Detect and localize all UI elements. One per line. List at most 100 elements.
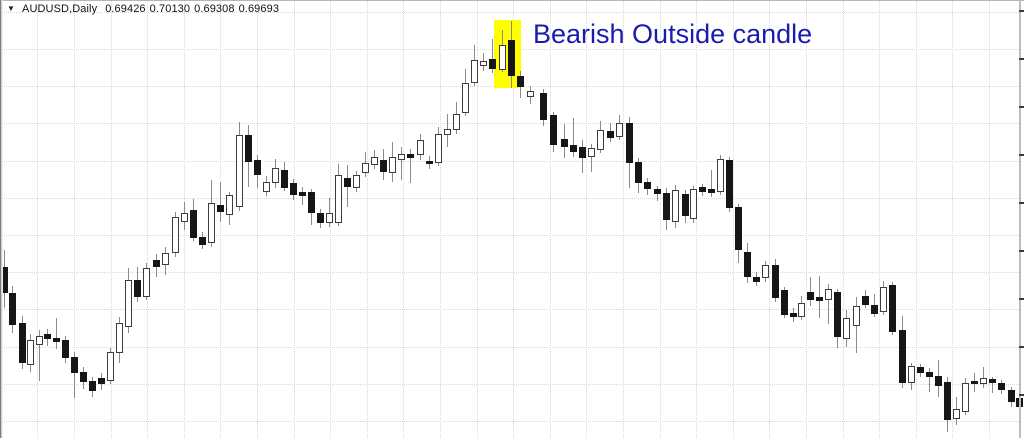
gridline-vertical — [879, 0, 881, 438]
gridline-vertical — [622, 0, 624, 438]
candle-body — [19, 323, 26, 363]
candle-body — [245, 135, 252, 162]
pattern-highlight-rect[interactable] — [494, 20, 521, 88]
candle-body — [80, 372, 87, 382]
gridline-vertical — [696, 0, 698, 438]
chart-header: ▼ AUDUSD,Daily 0.69426 0.70130 0.69308 0.6969… — [7, 3, 279, 17]
candle-body — [635, 162, 642, 183]
candle-body — [944, 382, 951, 420]
price-axis-tick — [1019, 106, 1024, 108]
candle-body — [453, 114, 460, 130]
candle-body — [579, 147, 586, 158]
candle-body — [626, 123, 633, 163]
price-axis-tick — [1019, 394, 1024, 396]
candle-body — [989, 379, 996, 383]
candle-body — [843, 318, 850, 339]
candle-wick — [983, 367, 984, 388]
ohlc-low-value: 0.69308 — [194, 3, 235, 15]
candle-wick — [591, 144, 592, 172]
candle-body — [353, 175, 360, 188]
candle-body — [217, 205, 224, 212]
candle-wick — [992, 377, 993, 393]
candle-body — [825, 289, 832, 300]
candle-body — [644, 182, 651, 189]
window-left-border — [0, 0, 3, 438]
candle-body — [971, 381, 978, 384]
gridline-vertical — [366, 0, 368, 438]
candle-body — [616, 123, 623, 137]
candle-body — [143, 268, 150, 297]
candle-body — [953, 409, 960, 419]
gridline-vertical — [73, 0, 75, 438]
candle-body — [899, 330, 906, 383]
gridline-horizontal — [0, 197, 1019, 199]
candle-body — [389, 157, 396, 173]
candle-body — [726, 160, 733, 208]
candle-body — [236, 135, 243, 207]
candle-body — [27, 340, 34, 365]
candle-body — [116, 323, 123, 353]
candle-body — [607, 131, 614, 138]
candle-body — [462, 83, 469, 113]
candle-body — [744, 252, 751, 277]
gridline-vertical — [988, 0, 990, 438]
candle-body — [181, 213, 188, 222]
candle-wick — [810, 277, 811, 306]
candle-body — [199, 237, 206, 245]
candle-body — [226, 195, 233, 215]
candle-body — [917, 367, 924, 373]
chevron-down-icon[interactable]: ▼ — [7, 4, 16, 13]
gridline-horizontal — [0, 383, 1019, 385]
price-axis-tick — [1019, 58, 1024, 60]
gridline-horizontal — [0, 420, 1019, 422]
candle-body — [517, 76, 524, 87]
candle-body — [380, 160, 387, 172]
symbol-timeframe-label: AUDUSD,Daily — [22, 3, 98, 15]
candle-body — [107, 352, 114, 381]
candle-body — [153, 260, 160, 267]
gridline-vertical — [549, 0, 551, 438]
gridline-vertical — [147, 0, 149, 438]
candle-body — [762, 265, 769, 278]
candle-body — [53, 338, 60, 342]
candle-body — [344, 178, 351, 187]
candle-body — [254, 160, 261, 175]
candle-body — [89, 381, 96, 391]
candle-body — [125, 280, 132, 327]
candle-body — [853, 306, 860, 326]
candle-wick — [302, 187, 303, 205]
candle-body — [435, 134, 442, 163]
price-axis-tick — [1019, 10, 1024, 12]
candle-body — [798, 303, 805, 317]
candle-body — [317, 213, 324, 223]
candle-body — [471, 60, 478, 83]
candle-body — [834, 292, 841, 337]
candle-body — [980, 378, 987, 384]
candle-body — [935, 376, 942, 386]
candle-body — [527, 91, 534, 97]
candle-wick — [74, 352, 75, 398]
candle-body — [672, 190, 679, 222]
candle-body — [699, 187, 706, 192]
candle-body — [362, 163, 369, 173]
candle-body — [9, 293, 16, 325]
window-top-border — [0, 0, 1024, 1]
candle-body — [682, 194, 689, 216]
gridline-vertical — [732, 0, 734, 438]
candle-body — [308, 192, 315, 213]
candle-body — [862, 296, 869, 305]
gridline-horizontal — [0, 123, 1019, 125]
candle-body — [36, 336, 43, 345]
candle-body — [588, 148, 595, 157]
candle-body — [134, 280, 141, 297]
candle-body — [480, 61, 487, 66]
candle-wick — [711, 170, 712, 197]
gridline-vertical — [293, 0, 295, 438]
candle-body — [597, 130, 604, 150]
candle-wick — [410, 149, 411, 183]
candle-body — [263, 182, 270, 192]
candle-body — [371, 157, 378, 165]
annotation-text[interactable]: Bearish Outside candle — [533, 19, 813, 49]
